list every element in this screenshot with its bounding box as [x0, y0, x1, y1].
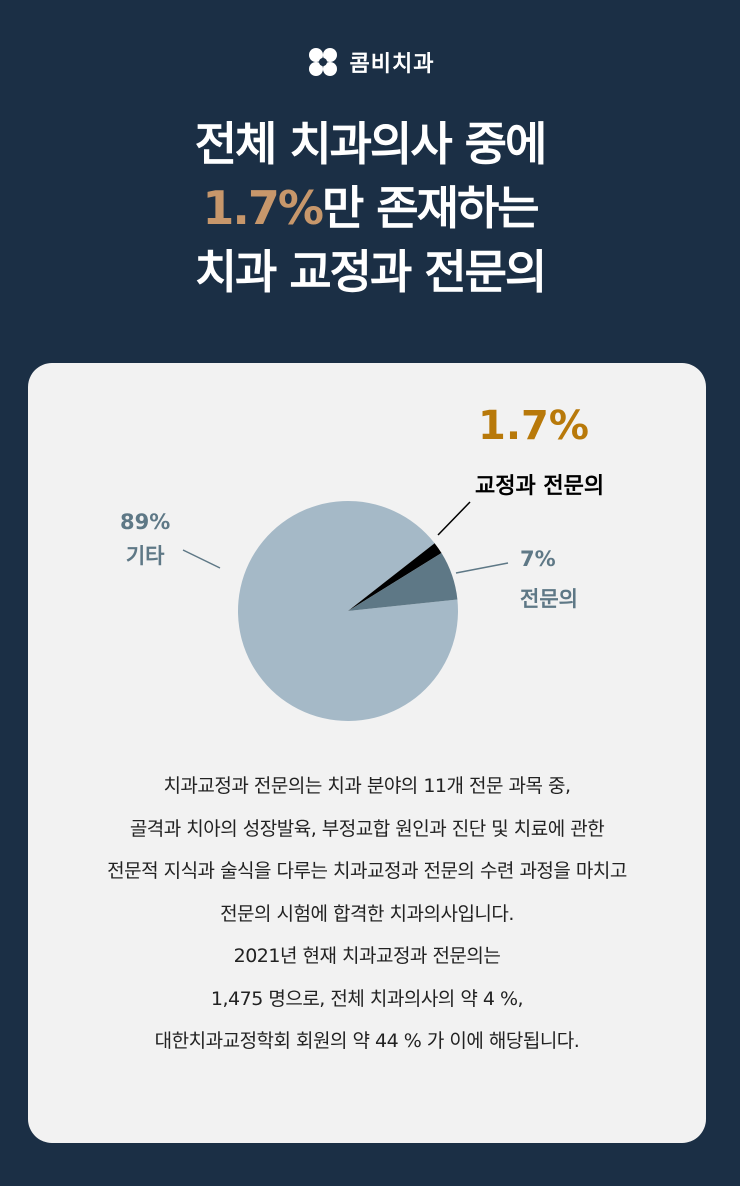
headline-line-1: 전체 치과의사 중에 — [194, 117, 548, 171]
label-other-name: 기타 — [125, 544, 165, 568]
logo-text: 콤비치과 — [349, 52, 435, 77]
pie-slice-2 — [348, 553, 458, 611]
label-other: 89% 기타 — [120, 505, 170, 573]
leader-line-ortho — [437, 501, 471, 536]
logo: 콤비치과 — [0, 46, 740, 78]
label-other-value: 89% — [120, 510, 171, 534]
label-specialist-value: 7% — [520, 547, 556, 571]
description-line: 2021년 현재 치과교정과 전문의는 — [233, 945, 501, 967]
pie-slice-1 — [348, 543, 442, 611]
label-specialist-name: 전문의 — [520, 587, 578, 611]
description-line: 치과교정과 전문의는 치과 분야의 11개 전문 과목 중, — [163, 775, 571, 797]
description-line: 1,475 명으로, 전체 치과의사의 약 4 %, — [210, 987, 524, 1010]
pie-slice-0 — [237, 500, 458, 721]
label-ortho-name: 교정과 전문의 — [475, 474, 605, 499]
headline: 전체 치과의사 중에 1.7%만 존재하는 치과 교정과 전문의 — [0, 112, 740, 304]
description: 치과교정과 전문의는 치과 분야의 11개 전문 과목 중, 골격과 치아의 성… — [28, 765, 706, 1063]
clover-tooth-logo-icon — [308, 48, 337, 76]
label-specialist: 7% 전문의 — [520, 539, 578, 619]
description-line: 대한치과교정학회 회원의 약 44 % 가 이에 해당됩니다. — [154, 1030, 580, 1052]
headline-line-3: 치과 교정과 전문의 — [194, 245, 548, 299]
headline-line-2-rest: 만 존재하는 — [321, 181, 540, 235]
headline-highlight: 1.7% — [202, 181, 324, 235]
pie-chart — [182, 500, 509, 721]
leader-line-other — [182, 549, 221, 569]
description-line: 골격과 치아의 성장발육, 부정교합 원인과 진단 및 치료에 관한 — [129, 817, 605, 840]
label-ortho-value: 1.7% — [478, 403, 589, 449]
description-line: 전문적 지식과 술식을 다루는 치과교정과 전문의 수련 과정을 마치고 — [107, 860, 627, 882]
chart-card: 89% 기타 1.7% 교정과 전문의 7% 전문의 치과교정과 전문의는 치과… — [28, 363, 706, 1143]
description-line: 전문의 시험에 합격한 치과의사입니다. — [220, 902, 514, 925]
headline-line-2: 1.7%만 존재하는 — [0, 176, 740, 240]
leader-line-specialist — [455, 562, 509, 574]
